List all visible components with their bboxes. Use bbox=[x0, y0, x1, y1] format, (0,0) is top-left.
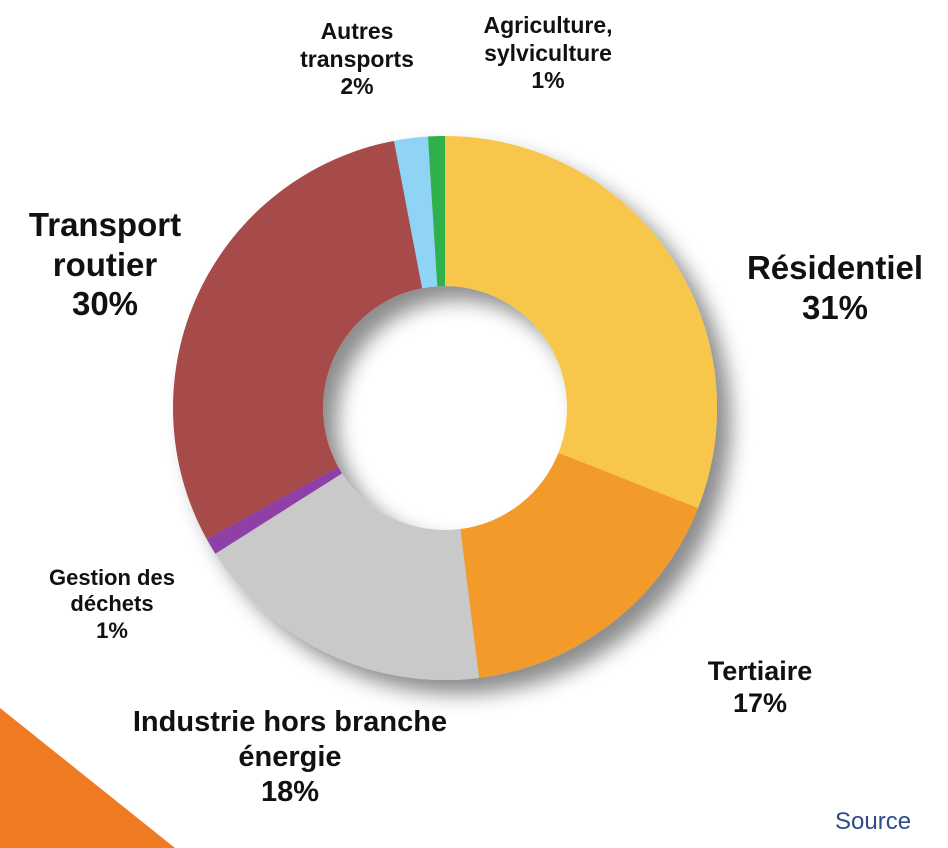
value-label: 17% bbox=[732, 688, 788, 719]
category-name: Transport routier bbox=[28, 206, 182, 283]
decor-triangle bbox=[0, 708, 175, 848]
value-label: 18% bbox=[260, 775, 320, 808]
category-name: Gestion des déchets bbox=[49, 565, 175, 617]
donut-segment bbox=[215, 473, 480, 681]
segment-label: Résidentiel 31% bbox=[715, 248, 948, 327]
segment-label: Gestion des déchets 1% bbox=[7, 565, 217, 644]
category-name: Agriculture, sylviculture bbox=[483, 12, 613, 66]
value-label: 1% bbox=[96, 617, 128, 643]
donut-segment bbox=[460, 452, 698, 678]
segment-label: Autres transports 2% bbox=[282, 18, 432, 101]
donut-segment bbox=[445, 136, 717, 509]
category-name: Autres transports bbox=[300, 18, 414, 72]
segment-label: Agriculture, sylviculture 1% bbox=[448, 12, 648, 95]
donut-segment bbox=[427, 136, 445, 287]
category-name: Résidentiel bbox=[746, 249, 924, 286]
value-label: 1% bbox=[531, 67, 565, 94]
value-label: 31% bbox=[801, 288, 869, 326]
segment-label: Transport routier 30% bbox=[0, 205, 215, 324]
value-label: 2% bbox=[340, 73, 374, 100]
segment-label: Industrie hors branche énergie 18% bbox=[125, 705, 455, 809]
category-name: Industrie hors branche énergie bbox=[132, 706, 448, 773]
source: Source bbox=[835, 808, 912, 835]
donut-segment bbox=[206, 466, 342, 554]
donut-segment bbox=[172, 140, 423, 540]
segment-label: Tertiaire 17% bbox=[660, 655, 860, 720]
category-name: Tertiaire bbox=[707, 656, 813, 686]
donut-segment bbox=[394, 136, 438, 289]
value-label: 30% bbox=[71, 285, 139, 323]
donut bbox=[172, 136, 717, 681]
